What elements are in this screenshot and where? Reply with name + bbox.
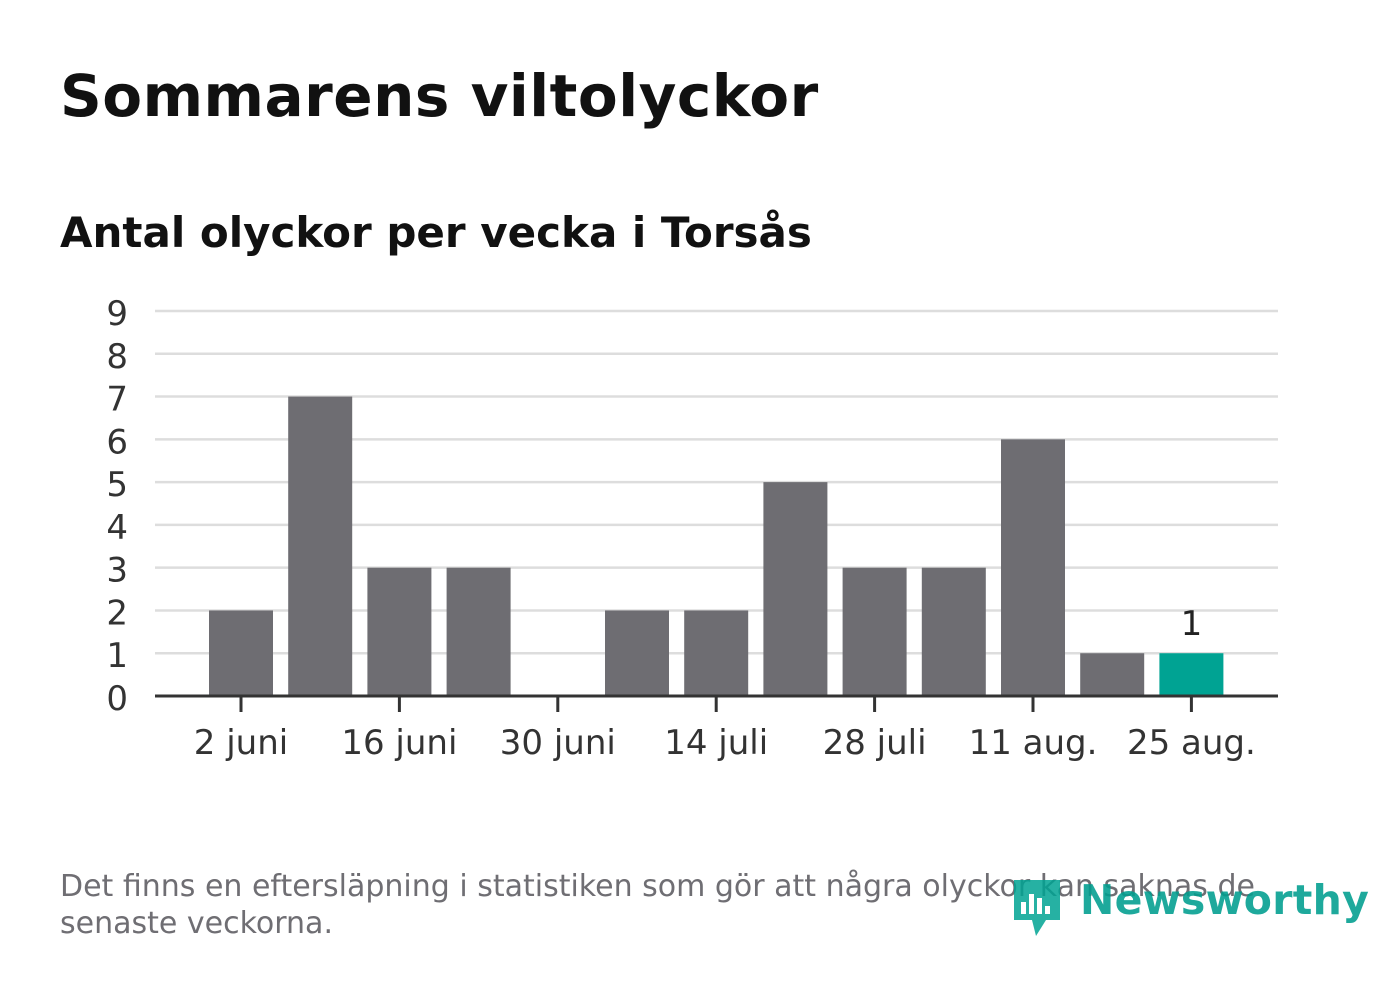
chart-subtitle: Antal olyckor per vecka i Torsås bbox=[60, 208, 812, 257]
bars bbox=[209, 396, 1224, 696]
x-tick-label: 25 aug. bbox=[1127, 723, 1256, 763]
bar bbox=[209, 610, 273, 696]
logo-chart-icon bbox=[1014, 880, 1060, 936]
bar bbox=[763, 482, 828, 696]
x-tick-label: 28 juli bbox=[823, 723, 927, 763]
axes bbox=[155, 694, 1278, 712]
bar bbox=[921, 567, 986, 696]
bar bbox=[1159, 653, 1224, 696]
x-tick-label: 16 juni bbox=[341, 723, 457, 763]
x-tick-label: 11 aug. bbox=[969, 723, 1098, 763]
y-tick-label: 7 bbox=[106, 380, 128, 420]
y-tick-label: 5 bbox=[106, 465, 128, 505]
y-tick-label: 6 bbox=[106, 422, 128, 462]
bar bbox=[842, 567, 907, 696]
y-tick-label: 3 bbox=[106, 551, 128, 591]
bar bbox=[367, 567, 432, 696]
y-tick-label: 8 bbox=[106, 337, 128, 377]
y-tick-label: 1 bbox=[106, 636, 128, 676]
bar bbox=[1001, 439, 1065, 696]
chart-title: Sommarens viltolyckor bbox=[60, 62, 819, 130]
x-tick-label: 30 juni bbox=[500, 723, 616, 763]
bar bbox=[446, 567, 511, 696]
newsworthy-logo: Newsworthy bbox=[1012, 872, 1369, 942]
x-tick-label: 14 juli bbox=[664, 723, 768, 763]
data-label: 1 bbox=[1181, 604, 1203, 644]
bar bbox=[684, 610, 749, 696]
bar bbox=[288, 396, 353, 696]
y-tick-label: 9 bbox=[106, 294, 128, 334]
y-tick-label: 4 bbox=[106, 508, 128, 548]
y-tick-label: 2 bbox=[106, 593, 128, 633]
bar bbox=[1080, 653, 1145, 696]
bar bbox=[605, 610, 669, 696]
y-tick-label: 0 bbox=[106, 679, 128, 719]
x-tick-label: 2 juni bbox=[194, 723, 288, 763]
logo-text: Newsworthy bbox=[1080, 876, 1370, 924]
